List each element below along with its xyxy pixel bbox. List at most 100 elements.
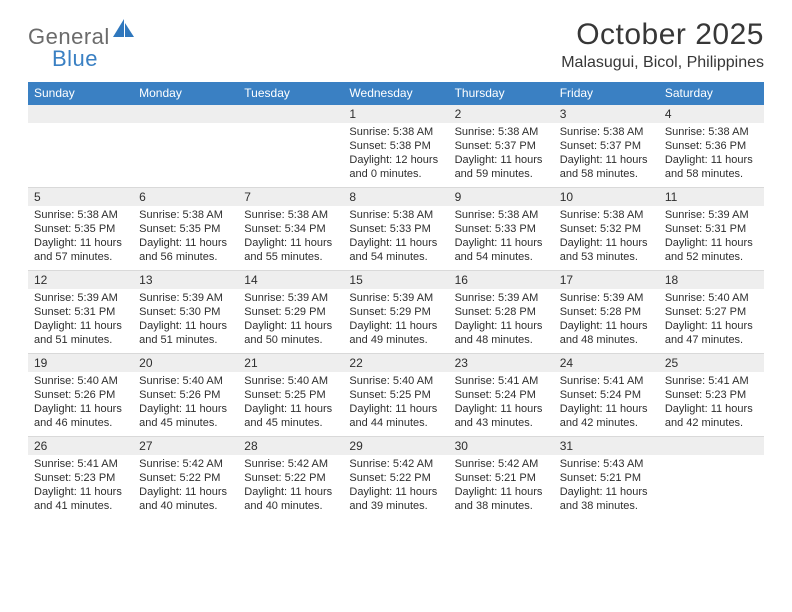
day-details: Sunrise: 5:42 AMSunset: 5:21 PMDaylight:… [449, 455, 554, 517]
day-number: 22 [343, 354, 448, 372]
week-row: 5Sunrise: 5:38 AMSunset: 5:35 PMDaylight… [28, 187, 764, 270]
day-detail-line: Sunrise: 5:42 AM [349, 457, 442, 471]
weekday-saturday: Saturday [659, 82, 764, 105]
day-details: Sunrise: 5:38 AMSunset: 5:36 PMDaylight:… [659, 123, 764, 185]
day-cell: 17Sunrise: 5:39 AMSunset: 5:28 PMDayligh… [554, 271, 659, 353]
day-details: Sunrise: 5:39 AMSunset: 5:28 PMDaylight:… [554, 289, 659, 351]
day-number: 3 [554, 105, 659, 123]
day-detail-line: Sunset: 5:25 PM [244, 388, 337, 402]
day-detail-line: Sunrise: 5:39 AM [34, 291, 127, 305]
day-number: 9 [449, 188, 554, 206]
day-detail-line: Sunset: 5:29 PM [349, 305, 442, 319]
day-detail-line: Sunrise: 5:39 AM [139, 291, 232, 305]
day-number: 13 [133, 271, 238, 289]
day-cell: 18Sunrise: 5:40 AMSunset: 5:27 PMDayligh… [659, 271, 764, 353]
day-number: 14 [238, 271, 343, 289]
day-number: 1 [343, 105, 448, 123]
day-cell: 16Sunrise: 5:39 AMSunset: 5:28 PMDayligh… [449, 271, 554, 353]
day-number: 21 [238, 354, 343, 372]
day-details: Sunrise: 5:39 AMSunset: 5:31 PMDaylight:… [28, 289, 133, 351]
day-cell: 13 Sunrise: 5:39 AMSunset: 5:30 PMDayligh… [133, 271, 238, 353]
day-cell [28, 105, 133, 187]
day-number: 4 [659, 105, 764, 123]
day-details: Sunrise: 5:42 AMSunset: 5:22 PMDaylight:… [343, 455, 448, 517]
day-number: 2 [449, 105, 554, 123]
day-detail-line: Sunset: 5:24 PM [560, 388, 653, 402]
day-number: 30 [449, 437, 554, 455]
day-detail-line: Daylight: 11 hours and 44 minutes. [349, 402, 442, 430]
day-detail-line: Sunset: 5:28 PM [560, 305, 653, 319]
day-detail-line: Sunrise: 5:40 AM [244, 374, 337, 388]
day-number: 19 [28, 354, 133, 372]
day-detail-line: Daylight: 11 hours and 40 minutes. [244, 485, 337, 513]
day-details [659, 455, 764, 513]
day-detail-line: Daylight: 11 hours and 51 minutes. [139, 319, 232, 347]
weekday-monday: Monday [133, 82, 238, 105]
day-details: Sunrise: 5:38 AMSunset: 5:35 PMDaylight:… [28, 206, 133, 268]
day-number: 10 [554, 188, 659, 206]
day-details: Sunrise: 5:39 AMSunset: 5:29 PMDaylight:… [343, 289, 448, 351]
day-detail-line: Daylight: 11 hours and 51 minutes. [34, 319, 127, 347]
day-detail-line: Sunrise: 5:38 AM [455, 125, 548, 139]
day-number: 29 [343, 437, 448, 455]
day-detail-line: Daylight: 11 hours and 48 minutes. [455, 319, 548, 347]
day-cell: 4Sunrise: 5:38 AMSunset: 5:36 PMDaylight… [659, 105, 764, 187]
day-detail-line: Sunrise: 5:38 AM [349, 125, 442, 139]
calendar-body: 1Sunrise: 5:38 AMSunset: 5:38 PMDaylight… [28, 105, 764, 519]
day-cell: 29Sunrise: 5:42 AMSunset: 5:22 PMDayligh… [343, 437, 448, 519]
day-number: 5 [28, 188, 133, 206]
day-detail-line: Sunrise: 5:38 AM [665, 125, 758, 139]
day-detail-line: Daylight: 11 hours and 57 minutes. [34, 236, 127, 264]
day-detail-line: Daylight: 11 hours and 48 minutes. [560, 319, 653, 347]
day-detail-line: Daylight: 11 hours and 58 minutes. [560, 153, 653, 181]
day-detail-line: Sunrise: 5:40 AM [34, 374, 127, 388]
day-detail-line: Sunrise: 5:40 AM [665, 291, 758, 305]
day-detail-line: Sunrise: 5:38 AM [349, 208, 442, 222]
day-detail-line: Daylight: 11 hours and 53 minutes. [560, 236, 653, 264]
day-number: 31 [554, 437, 659, 455]
day-detail-line: Daylight: 11 hours and 54 minutes. [349, 236, 442, 264]
day-detail-line: Daylight: 11 hours and 54 minutes. [455, 236, 548, 264]
day-number: 27 [133, 437, 238, 455]
day-number: 18 [659, 271, 764, 289]
day-detail-line: Sunrise: 5:38 AM [34, 208, 127, 222]
day-number: 11 [659, 188, 764, 206]
weekday-tuesday: Tuesday [238, 82, 343, 105]
day-detail-line: Sunset: 5:33 PM [349, 222, 442, 236]
day-detail-line: Daylight: 11 hours and 47 minutes. [665, 319, 758, 347]
day-detail-line: Sunset: 5:23 PM [665, 388, 758, 402]
day-detail-line: Sunset: 5:24 PM [455, 388, 548, 402]
day-detail-line: Sunrise: 5:39 AM [665, 208, 758, 222]
page: General October 2025 Malasugui, Bicol, P… [0, 0, 792, 519]
day-number [28, 105, 133, 123]
weekday-wednesday: Wednesday [343, 82, 448, 105]
day-detail-line: Sunset: 5:30 PM [139, 305, 232, 319]
day-details: Sunrise: 5:39 AMSunset: 5:31 PMDaylight:… [659, 206, 764, 268]
day-detail-line: Sunset: 5:27 PM [665, 305, 758, 319]
day-details: Sunrise: 5:38 AMSunset: 5:37 PMDaylight:… [554, 123, 659, 185]
day-number: 6 [133, 188, 238, 206]
day-detail-line: Sunrise: 5:43 AM [560, 457, 653, 471]
day-number: 28 [238, 437, 343, 455]
week-row: 1Sunrise: 5:38 AMSunset: 5:38 PMDaylight… [28, 105, 764, 187]
day-number: 15 [343, 271, 448, 289]
day-details: Sunrise: 5:38 AMSunset: 5:38 PMDaylight:… [343, 123, 448, 185]
day-cell: 22Sunrise: 5:40 AMSunset: 5:25 PMDayligh… [343, 354, 448, 436]
weekday-sunday: Sunday [28, 82, 133, 105]
day-details: Sunrise: 5:38 AMSunset: 5:33 PMDaylight:… [343, 206, 448, 268]
day-details: Sunrise: 5:41 AMSunset: 5:24 PMDaylight:… [449, 372, 554, 434]
day-detail-line: Sunset: 5:26 PM [139, 388, 232, 402]
month-title: October 2025 [561, 18, 764, 52]
day-details: Sunrise: 5:40 AMSunset: 5:26 PMDaylight:… [28, 372, 133, 434]
day-number: 16 [449, 271, 554, 289]
day-details: Sunrise: 5:42 AMSunset: 5:22 PMDaylight:… [133, 455, 238, 517]
day-detail-line: Daylight: 12 hours and 0 minutes. [349, 153, 442, 181]
title-block: October 2025 Malasugui, Bicol, Philippin… [561, 18, 764, 72]
day-cell: 12Sunrise: 5:39 AMSunset: 5:31 PMDayligh… [28, 271, 133, 353]
day-detail-line: Daylight: 11 hours and 45 minutes. [244, 402, 337, 430]
day-details: Sunrise: 5:41 AMSunset: 5:23 PMDaylight:… [659, 372, 764, 434]
day-detail-line: Sunset: 5:22 PM [244, 471, 337, 485]
day-cell: 28Sunrise: 5:42 AMSunset: 5:22 PMDayligh… [238, 437, 343, 519]
day-detail-line: Sunset: 5:32 PM [560, 222, 653, 236]
day-details: Sunrise: 5:40 AMSunset: 5:27 PMDaylight:… [659, 289, 764, 351]
